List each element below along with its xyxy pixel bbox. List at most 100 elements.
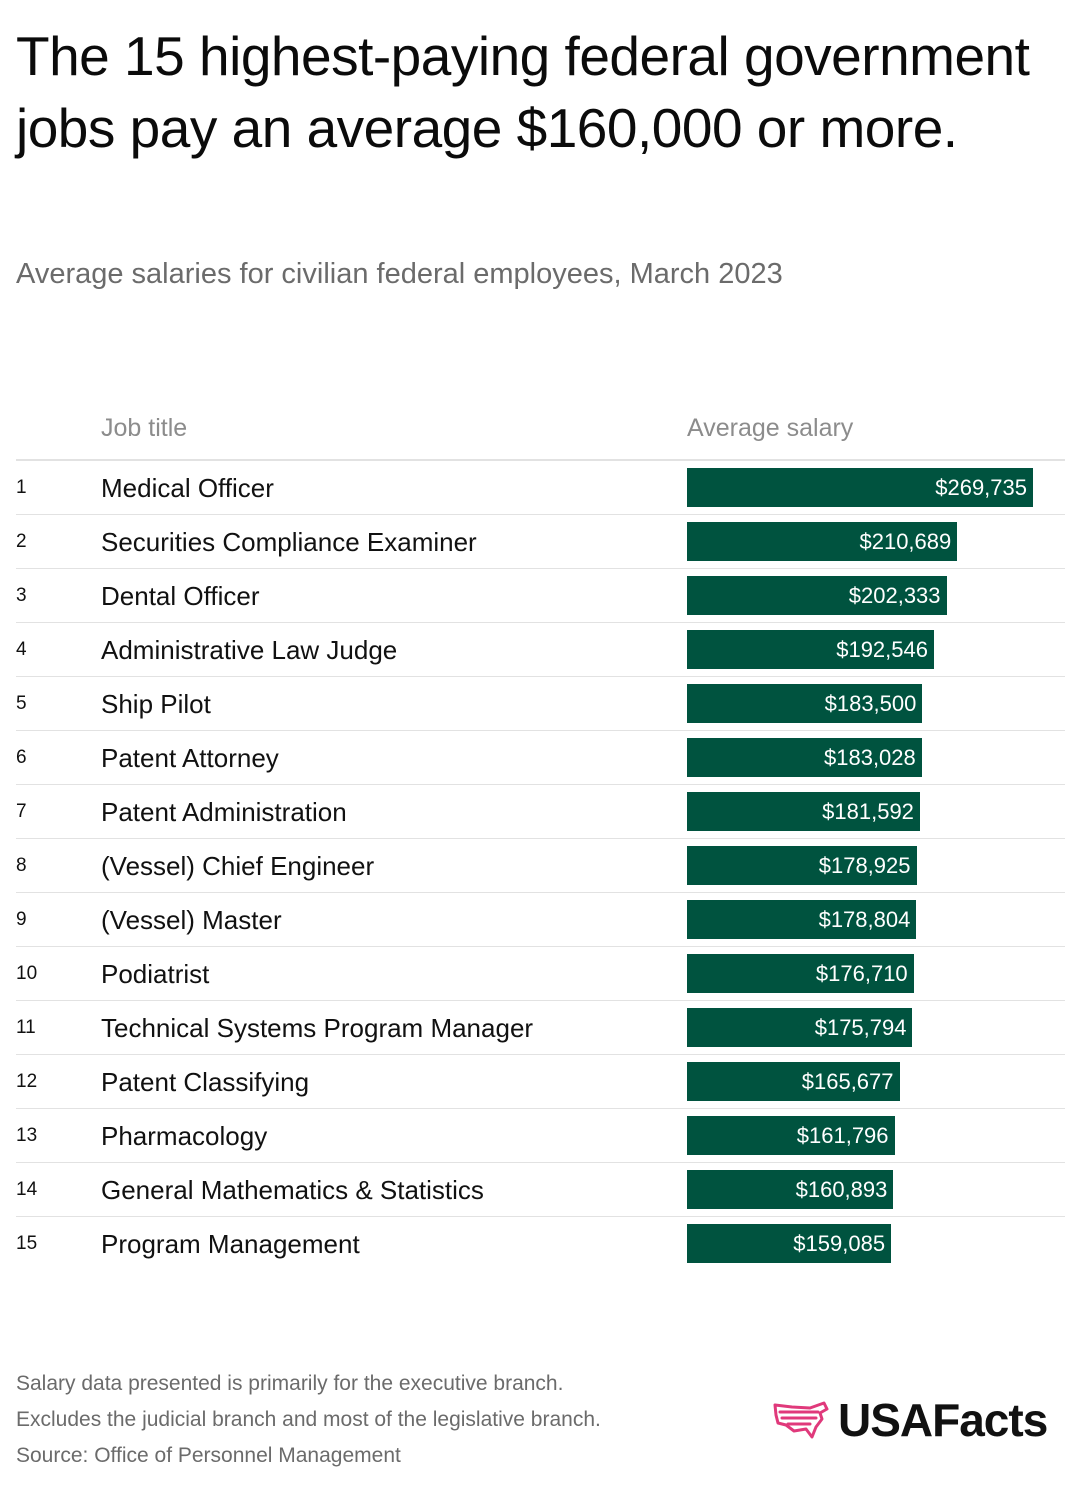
salary-value-label: $160,893 [795,1177,888,1202]
job-title-label: (Vessel) Chief Engineer [101,851,375,881]
salary-bar: $183,500 [687,684,923,723]
table-row: 14 General Mathematics & Statistics $160,8… [0,1163,1080,1217]
footnote-source: Source: Office of Personnel Management [16,1444,401,1467]
rank-label: 1 [16,477,27,498]
table-row: 7 Patent Administration $181,592 [0,785,1080,839]
job-title-label: Patent Classifying [101,1067,310,1097]
salary-bar: $176,710 [687,954,914,993]
table-row: 10 Podiatrist $176,710 [0,947,1080,1001]
table-row: 15 Program Management $159,085 [0,1217,1080,1271]
rank-label: 6 [16,747,27,768]
chart-title: The 15 highest-paying federal government… [16,25,1030,159]
rank-label: 2 [16,531,27,552]
salary-value-label: $165,677 [801,1069,894,1094]
rank-label: 15 [16,1233,38,1254]
job-title-label: Podiatrist [101,959,210,989]
row-divider [16,1216,1065,1217]
rank-label: 14 [16,1179,38,1200]
row-divider [16,1108,1065,1109]
salary-value-label: $178,925 [818,853,911,878]
row-divider [16,568,1065,569]
salary-value-label: $159,085 [793,1231,886,1256]
salary-bar: $175,794 [687,1008,913,1047]
rank-label: 13 [16,1125,38,1146]
job-title-label: Administrative Law Judge [101,635,398,665]
salary-value-label: $176,710 [815,961,908,986]
salary-bar: $161,796 [687,1116,895,1155]
row-divider [16,622,1065,623]
job-title-label: Ship Pilot [101,689,211,719]
salary-bar: $192,546 [687,630,934,669]
rank-label: 4 [16,639,27,660]
row-divider [16,1162,1065,1163]
salary-bar: $183,028 [687,738,922,777]
footnote-executive-branch: Salary data presented is primarily for t… [16,1372,564,1395]
salary-bar: $202,333 [687,576,947,615]
header-divider [16,459,1065,461]
footnotes: Salary data presented is primarily for t… [16,1366,601,1474]
salary-value-label: $175,794 [814,1015,907,1040]
rank-label: 7 [16,801,27,822]
column-header-job-title: Job title [101,414,188,442]
salary-value-label: $183,028 [824,745,916,770]
salary-value-label: $161,796 [796,1123,889,1148]
salary-bar: $269,735 [687,468,1033,507]
job-title-label: Securities Compliance Examiner [101,527,477,557]
salary-value-label: $183,500 [824,691,917,716]
table-row: 4 Administrative Law Judge $192,546 [0,623,1080,677]
salary-value-label: $178,804 [818,907,911,932]
usafacts-logo: USAFacts [772,1392,1048,1448]
table-row: 12 Patent Classifying $165,677 [0,1055,1080,1109]
salary-bar: $181,592 [687,792,920,831]
row-divider [16,730,1065,731]
job-title-label: Patent Attorney [101,743,279,773]
usa-map-icon [773,1401,829,1439]
footnote-exclusions: Excludes the judicial branch and most of… [16,1408,601,1431]
rank-label: 11 [16,1017,36,1038]
salary-bar: $178,804 [687,900,917,939]
job-title-label: General Mathematics & Statistics [101,1175,484,1205]
rank-label: 12 [16,1071,38,1092]
job-title-label: (Vessel) Master [101,905,282,935]
salary-bar: $165,677 [687,1062,900,1101]
job-title-label: Technical Systems Program Manager [101,1013,534,1043]
salary-bar: $210,689 [687,522,958,561]
salary-value-label: $269,735 [935,475,1027,500]
table-row: 13 Pharmacology $161,796 [0,1109,1080,1163]
table-row: 3 Dental Officer $202,333 [0,569,1080,623]
row-divider [16,1000,1065,1001]
row-divider [16,1054,1065,1055]
row-divider [16,838,1065,839]
rank-label: 8 [16,855,27,876]
table-row: 5 Ship Pilot $183,500 [0,677,1080,731]
rank-label: 10 [16,963,38,984]
logo-wordmark: USAFacts [838,1394,1048,1446]
table-row: 1 Medical Officer $269,735 [0,461,1080,515]
column-header-average-salary: Average salary [687,414,854,442]
bar-chart-rows: 1 Medical Officer $269,735 2 Securities Comp… [0,461,1080,1271]
job-title-label: Patent Administration [101,797,347,827]
salary-value-label: $210,689 [859,529,952,554]
table-row: 6 Patent Attorney $183,028 [0,731,1080,785]
row-divider [16,676,1065,677]
row-divider [16,784,1065,785]
rank-label: 5 [16,693,27,714]
job-title-label: Program Management [101,1229,360,1259]
job-title-label: Medical Officer [101,473,274,503]
salary-value-label: $181,592 [822,799,914,824]
salary-bar: $178,925 [687,846,917,885]
row-divider [16,514,1065,515]
rank-label: 3 [16,585,27,606]
table-row: 8 (Vessel) Chief Engineer $178,925 [0,839,1080,893]
chart-subtitle: Average salaries for civilian federal em… [16,258,783,290]
row-divider [16,946,1065,947]
job-title-label: Pharmacology [101,1121,268,1151]
table-row: 2 Securities Compliance Examiner $210,689 [0,515,1080,569]
salary-bar: $159,085 [687,1224,892,1263]
rank-label: 9 [16,909,27,930]
table-row: 9 (Vessel) Master $178,804 [0,893,1080,947]
table-row: 11 Technical Systems Program Manager $175,… [0,1001,1080,1055]
salary-value-label: $202,333 [848,583,941,608]
salary-bar: $160,893 [687,1170,894,1209]
row-divider [16,892,1065,893]
